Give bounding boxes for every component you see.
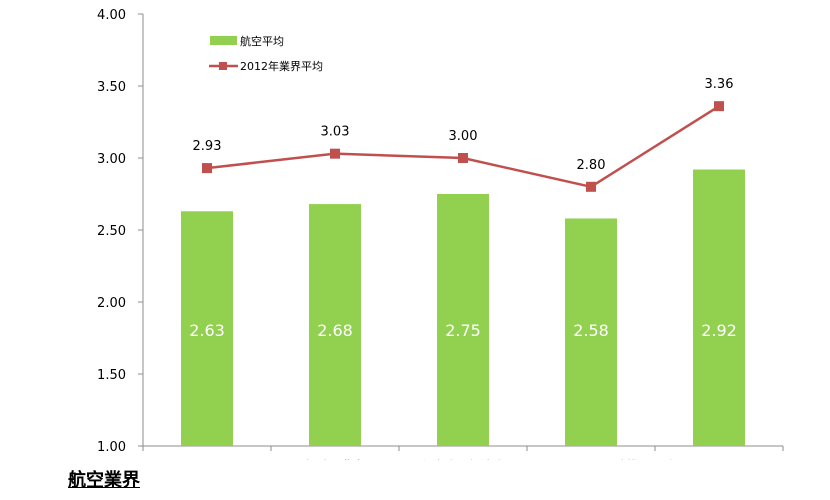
chart: 1.00 1.50 2.00 2.50 3.00 3.50 4.00 利用しやすさ 選択肢の豊富… — [97, 8, 784, 460]
legend-label-line: 2012年業界平均 — [240, 59, 323, 73]
line-marker — [330, 148, 340, 159]
line-marker — [714, 101, 724, 112]
x-tick-label: 利用しやすさ — [171, 459, 243, 460]
legend-swatch-marker — [219, 62, 227, 70]
bar-value-label: 2.68 — [317, 321, 353, 340]
y-tick-label: 3.00 — [97, 152, 126, 167]
legend-swatch-bar — [210, 36, 237, 45]
bar — [693, 169, 745, 446]
x-tick-label: センターとの連携 — [543, 458, 639, 460]
y-tick-label: 2.00 — [97, 296, 126, 311]
y-tick-label: 3.50 — [97, 80, 126, 95]
x-tick-label: 選択肢の豊富さ — [293, 458, 377, 460]
bar-value-label: 2.92 — [701, 321, 737, 340]
series-line — [206, 105, 720, 189]
x-tick-label: 安心して利用できる — [665, 458, 772, 460]
y-tick-label: 1.00 — [97, 440, 126, 455]
y-tick-label: 4.00 — [97, 8, 126, 23]
line-marker — [458, 153, 468, 163]
legend-label-bar: 航空平均 — [240, 34, 284, 48]
bar — [309, 204, 361, 446]
bar — [181, 211, 233, 446]
industry-label: 航空業界 — [68, 470, 140, 491]
y-tick-label: 2.50 — [97, 224, 126, 239]
bar — [565, 218, 617, 446]
bar-value-label: 2.75 — [445, 321, 481, 340]
line-value-label: 2.80 — [577, 158, 606, 173]
x-tick-label: 役立度／解決度 — [421, 458, 505, 460]
bar-value-label: 2.58 — [573, 321, 609, 340]
bar — [437, 194, 489, 446]
line-value-label: 3.03 — [321, 125, 350, 140]
line-value-label: 3.00 — [449, 129, 478, 144]
line-marker — [586, 181, 596, 192]
line-marker — [202, 163, 212, 174]
line-value-label: 3.36 — [705, 77, 734, 92]
line-value-label: 2.93 — [193, 139, 222, 154]
y-tick-label: 1.50 — [97, 368, 126, 383]
bar-value-label: 2.63 — [189, 321, 225, 340]
